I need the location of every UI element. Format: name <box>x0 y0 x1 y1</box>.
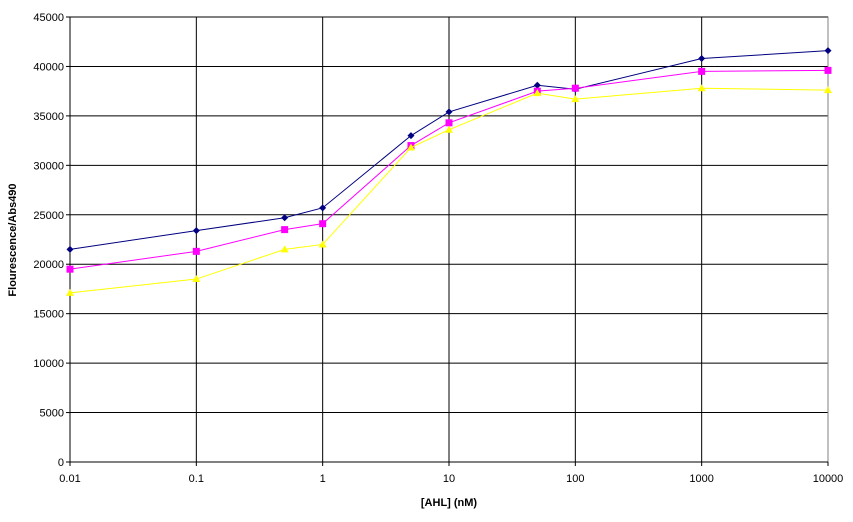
x-tick-labels: 0.01 0.1 1 10 100 1000 10000 <box>59 473 843 485</box>
series-group <box>66 47 832 296</box>
data-point-diamond <box>66 245 74 253</box>
y-axis-label: Flourescence/Abs490 <box>7 183 19 296</box>
data-point-triangle <box>192 275 201 283</box>
data-point-triangle <box>318 240 327 248</box>
y-tick-label: 15000 <box>33 309 64 321</box>
data-point-square <box>66 265 74 273</box>
data-point-square <box>281 226 289 234</box>
data-point-diamond <box>445 108 453 116</box>
y-tick-label: 0 <box>58 457 64 469</box>
data-point-triangle <box>406 143 415 151</box>
x-axis-label: [AHL] (nM) <box>421 497 478 509</box>
data-point-diamond <box>192 227 200 235</box>
y-tick-labels: 0 5000 10000 15000 20000 25000 30000 35000 40000… <box>33 12 64 469</box>
y-tick-label: 35000 <box>33 111 64 123</box>
data-point-square <box>319 220 327 228</box>
data-point-diamond <box>824 47 832 55</box>
y-tick-label: 30000 <box>33 160 64 172</box>
series-line <box>69 87 829 294</box>
data-point-square <box>824 66 832 74</box>
x-tick-label: 1000 <box>689 473 713 485</box>
data-point-diamond <box>319 204 327 212</box>
x-tick-label: 0.01 <box>59 473 80 485</box>
data-point-diamond <box>281 214 289 222</box>
series-3 <box>66 84 832 296</box>
x-tick-label: 10000 <box>813 473 844 485</box>
data-point-square <box>445 119 453 127</box>
y-tick-label: 5000 <box>40 408 64 420</box>
x-tick-label: 1 <box>320 473 326 485</box>
data-point-square <box>192 247 200 255</box>
y-tick-label: 40000 <box>33 61 64 73</box>
y-tick-label: 45000 <box>33 12 64 24</box>
series-1 <box>66 47 832 253</box>
data-point-triangle <box>445 125 453 133</box>
gridlines <box>66 16 829 466</box>
data-point-triangle <box>697 84 706 92</box>
y-tick-label: 25000 <box>33 210 64 222</box>
x-tick-label: 100 <box>566 473 584 485</box>
series-line <box>69 69 829 270</box>
data-point-diamond <box>533 81 541 89</box>
data-point-triangle <box>280 245 289 253</box>
data-point-triangle <box>824 86 832 94</box>
data-point-square <box>698 67 706 75</box>
y-tick-label: 20000 <box>33 259 64 271</box>
x-tick-label: 0.1 <box>189 473 204 485</box>
data-point-diamond <box>407 132 415 140</box>
y-tick-label: 10000 <box>33 358 64 370</box>
data-point-square <box>571 84 579 92</box>
data-point-diamond <box>698 55 706 63</box>
x-tick-label: 10 <box>443 473 455 485</box>
data-point-triangle <box>66 288 74 296</box>
data-point-triangle <box>571 95 580 103</box>
series-line <box>69 50 829 250</box>
data-point-triangle <box>533 89 542 97</box>
